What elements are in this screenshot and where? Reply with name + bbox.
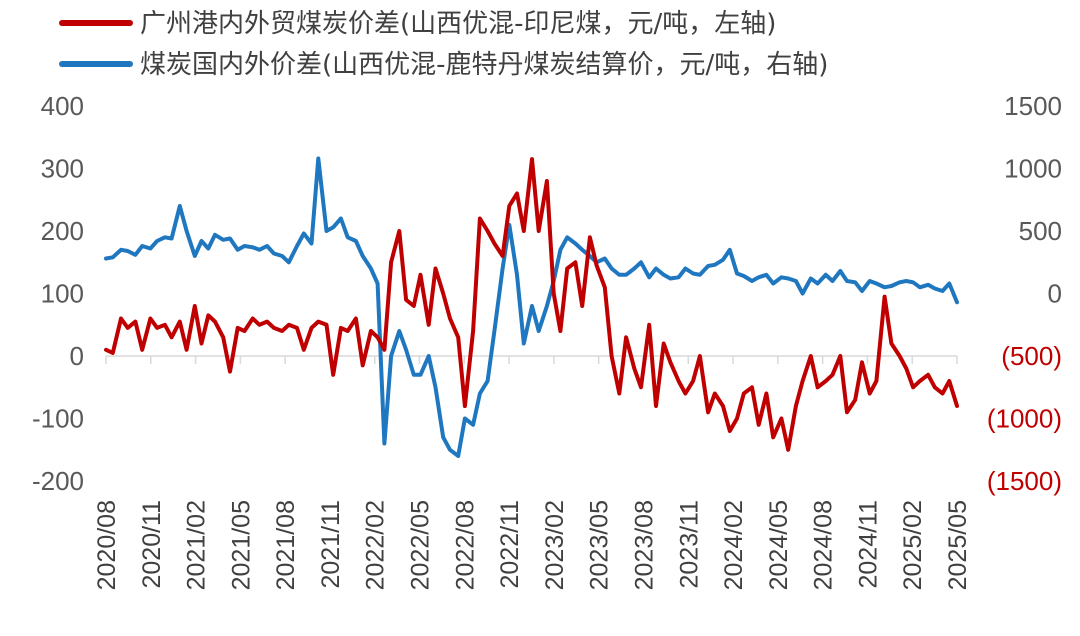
x-axis-tick-label: 2021/05 xyxy=(227,500,255,590)
x-axis-labels: 2020/08 2020/11 2021/02 2021/05 2021/08 2021/… xyxy=(93,500,972,590)
x-axis-tick-label: 2021/02 xyxy=(183,500,211,590)
left-axis-tick-label: 300 xyxy=(41,154,84,184)
left-axis: 400 300 200 100 0 -100 -200 xyxy=(32,91,84,496)
right-axis-tick-label: 500 xyxy=(1019,216,1062,246)
series-line-port-spread xyxy=(104,157,959,452)
right-axis-tick-label: (1000) xyxy=(987,404,1062,434)
left-axis-tick-label: 400 xyxy=(41,91,84,121)
series-line-domestic-foreign-spread xyxy=(104,156,959,458)
x-axis-tick-label: 2022/05 xyxy=(407,500,435,590)
plot-area xyxy=(104,156,959,458)
left-axis-tick-label: -200 xyxy=(32,466,84,496)
x-axis-ticks xyxy=(105,356,958,364)
legend-label-domestic-foreign-spread: 煤炭国内外价差(山西优混-鹿特丹煤炭结算价，元/吨，右轴) xyxy=(140,50,828,80)
x-axis-tick-label: 2023/11 xyxy=(675,500,703,589)
x-axis-tick-label: 2024/11 xyxy=(854,500,882,589)
x-axis-tick-label: 2024/05 xyxy=(765,500,793,590)
x-axis-tick-label: 2023/05 xyxy=(586,500,614,590)
x-axis-tick-label: 2025/02 xyxy=(899,500,927,590)
left-axis-tick-label: 200 xyxy=(41,216,84,246)
x-axis-tick-label: 2024/02 xyxy=(720,500,748,590)
x-axis-tick-label: 2021/11 xyxy=(317,500,345,589)
legend: 广州港内外贸煤炭价差(山西优混-印尼煤，元/吨，左轴) 煤炭国内外价差(山西优混… xyxy=(59,9,828,80)
left-axis-tick-label: 0 xyxy=(70,341,84,371)
left-axis-tick-label: -100 xyxy=(32,404,84,434)
x-axis-tick-label: 2021/08 xyxy=(272,500,300,590)
x-axis: 2020/08 2020/11 2021/02 2021/05 2021/08 2021/… xyxy=(93,355,972,590)
right-axis-tick-label: 1500 xyxy=(1004,91,1062,121)
x-axis-tick-label: 2022/02 xyxy=(362,500,390,590)
x-axis-tick-label: 2023/08 xyxy=(630,500,658,590)
x-axis-tick-label: 2020/08 xyxy=(93,500,121,590)
x-axis-tick-label: 2024/08 xyxy=(810,500,838,590)
x-axis-tick-label: 2022/11 xyxy=(496,500,524,589)
x-axis-tick-label: 2020/11 xyxy=(138,500,166,589)
right-axis-tick-label: (500) xyxy=(1001,341,1062,371)
left-axis-tick-label: 100 xyxy=(41,279,84,309)
right-axis-tick-label: 0 xyxy=(1048,279,1062,309)
right-axis-tick-label: (1500) xyxy=(987,466,1062,496)
x-axis-tick-label: 2022/08 xyxy=(451,500,479,590)
right-axis: 1500 1000 500 0 (500) (1000) (1500) xyxy=(987,91,1062,496)
x-axis-tick-label: 2025/05 xyxy=(944,500,972,590)
right-axis-tick-label: 1000 xyxy=(1004,154,1062,184)
legend-label-port-spread: 广州港内外贸煤炭价差(山西优混-印尼煤，元/吨，左轴) xyxy=(140,9,776,39)
x-axis-tick-label: 2023/02 xyxy=(541,500,569,590)
